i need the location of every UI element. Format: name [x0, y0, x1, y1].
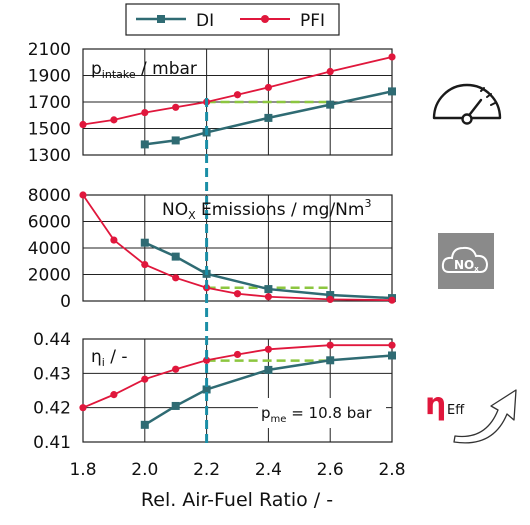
data-point-pfi-intake	[141, 109, 149, 117]
x-tick-label: 1.8	[69, 460, 96, 480]
pme-annotation: pme = 10.8 bar	[261, 404, 372, 425]
data-point-pfi-eff	[110, 391, 118, 399]
data-point-pfi-eff	[326, 341, 334, 349]
y-tick-label-intake: 1700	[28, 93, 71, 113]
svg-text:Eff: Eff	[447, 403, 465, 418]
data-point-pfi-eff	[172, 365, 180, 373]
data-point-di-nox	[326, 291, 335, 300]
gauge-icon	[432, 83, 502, 125]
y-tick-label-intake: 2100	[28, 40, 71, 60]
data-point-pfi-nox	[326, 295, 334, 304]
y-tick-label-intake: 1300	[28, 146, 71, 166]
data-point-di-intake	[264, 113, 273, 122]
data-point-pfi-eff	[79, 404, 87, 412]
x-tick-label: 2.6	[317, 460, 344, 480]
x-tick-label: 2.0	[131, 460, 158, 480]
data-point-pfi-nox	[110, 236, 118, 244]
data-point-di-eff	[140, 420, 149, 429]
data-point-pfi-nox	[233, 290, 242, 298]
panel-intake-label: pintake / mbar	[91, 59, 197, 81]
svg-text:NOx: NOx	[454, 258, 479, 273]
data-point-pfi-nox	[172, 274, 180, 282]
tick-labels: 2100 1900 1700 1500 1300 8000 6000 4000 2000 0 0.4…	[28, 40, 406, 480]
data-point-di-intake	[171, 136, 180, 145]
legend-di-label: DI	[196, 11, 214, 31]
data-point-pfi-eff	[388, 341, 396, 349]
y-tick-label-nox: 2000	[28, 266, 71, 286]
data-point-pfi-intake	[264, 83, 272, 92]
efficiency-icon: η Eff	[425, 387, 517, 444]
data-point-di-eff	[388, 351, 396, 360]
data-point-pfi-intake	[233, 91, 242, 99]
x-tick-label: 2.4	[255, 460, 282, 480]
data-point-pfi-eff	[141, 375, 149, 383]
data-point-di-nox	[140, 238, 149, 247]
data-point-di-eff	[264, 365, 273, 374]
y-tick-label-nox: 0	[60, 292, 71, 312]
data-point-pfi-intake	[326, 67, 334, 76]
panel-nox-label: NOX Emissions / mg/Nm3	[162, 197, 371, 222]
panel-eff-label: ηi / -	[91, 347, 128, 369]
y-tick-label-eff: 0.42	[33, 399, 71, 419]
y-tick-label-eff: 0.41	[33, 433, 71, 453]
data-point-pfi-intake	[110, 116, 118, 124]
data-point-di-intake	[388, 87, 396, 96]
data-point-pfi-eff	[233, 350, 242, 359]
svg-text:η: η	[425, 387, 446, 422]
series-line-di-nox	[144, 241, 393, 300]
data-point-di-nox	[171, 252, 180, 261]
y-tick-label-nox: 8000	[28, 186, 71, 206]
data-point-di-intake	[140, 140, 149, 149]
y-tick-label-intake: 1500	[28, 120, 71, 140]
x-tick-label: 2.8	[378, 460, 405, 480]
y-tick-label-eff: 0.44	[33, 330, 71, 350]
pme-annotation-box	[258, 398, 386, 428]
legend-pfi-marker	[261, 15, 269, 23]
legend-pfi-label: PFI	[300, 11, 325, 31]
y-tick-label-eff: 0.43	[33, 364, 71, 384]
data-point-di-eff	[202, 385, 211, 394]
series-line-di-eff	[144, 354, 393, 426]
series-line-di-intake	[144, 90, 393, 146]
data-point-pfi-nox	[79, 191, 87, 199]
data-point-di-nox	[264, 285, 273, 294]
data-point-pfi-intake	[388, 53, 396, 61]
data-series	[79, 53, 396, 429]
y-tick-label-intake: 1900	[28, 67, 71, 87]
y-tick-label-nox: 6000	[28, 213, 71, 233]
legend-di-marker	[157, 15, 165, 23]
nox-icon: NOx	[438, 233, 494, 289]
data-point-pfi-nox	[264, 293, 272, 301]
data-point-pfi-nox	[388, 296, 396, 304]
legend: DI PFI	[125, 3, 340, 36]
x-axis-label: Rel. Air-Fuel Ratio / -	[141, 489, 333, 511]
panel-eff-frame	[82, 338, 393, 443]
y-tick-label-nox: 4000	[28, 239, 71, 259]
data-point-di-eff	[171, 401, 180, 410]
data-point-pfi-intake	[79, 120, 87, 129]
data-point-pfi-intake	[172, 103, 180, 111]
data-point-pfi-eff	[203, 356, 211, 364]
x-tick-label: 2.2	[193, 460, 220, 480]
data-point-pfi-nox	[141, 260, 149, 269]
data-point-di-intake	[326, 100, 335, 109]
data-point-pfi-eff	[264, 345, 272, 353]
grid-lines	[83, 49, 392, 442]
data-point-di-eff	[326, 356, 335, 365]
